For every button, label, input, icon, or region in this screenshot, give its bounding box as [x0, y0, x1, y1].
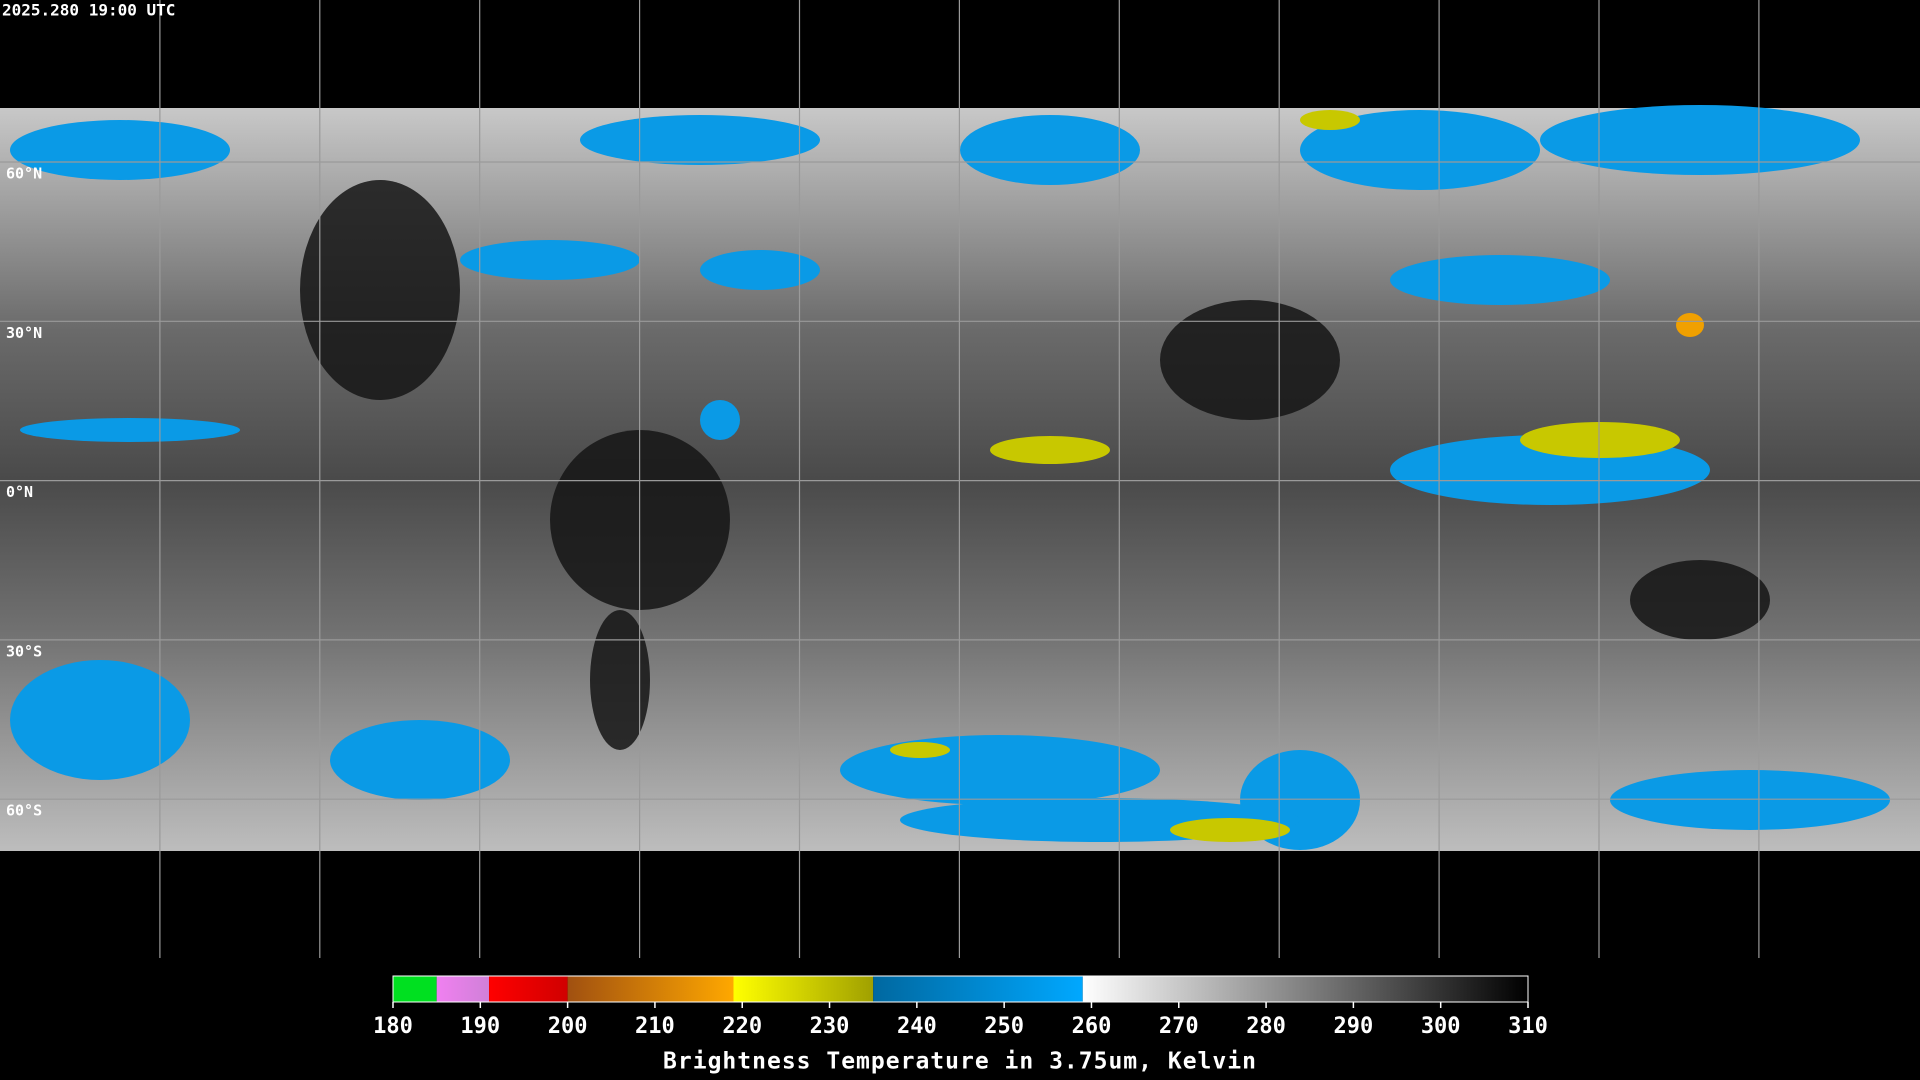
colorbar-segment [393, 976, 437, 1002]
colorbar-tick-label: 240 [897, 1014, 937, 1039]
colorbar-frame [392, 975, 1529, 1003]
colorbar-tick-label: 230 [810, 1014, 850, 1039]
colorbar-segment [436, 976, 490, 1002]
colorbar-tick-label: 270 [1159, 1014, 1199, 1039]
colorbar-tick-label: 310 [1508, 1014, 1548, 1039]
colorbar-title: Brightness Temperature in 3.75um, Kelvin [663, 1049, 1257, 1075]
colorbar-segment [1082, 976, 1528, 1002]
colorbar-segment [567, 976, 734, 1002]
timestamp: 2025.280 19:00 UTC [2, 1, 175, 20]
colorbar-segment [733, 976, 874, 1002]
latitude-label: 60°N [6, 165, 42, 183]
colorbar-tick-label: 220 [722, 1014, 762, 1039]
very-cold-cloud-yellow [890, 110, 1704, 842]
latitude-label: 60°S [6, 802, 42, 820]
colorbar-tick-label: 190 [460, 1014, 500, 1039]
colorbar-tick-label: 180 [373, 1014, 413, 1039]
colorbar-tick-label: 260 [1072, 1014, 1112, 1039]
latitude-label: 0°N [6, 483, 33, 501]
colorbar-segment [873, 976, 1083, 1002]
colorbar-tick-label: 250 [984, 1014, 1024, 1039]
colorbar: 180 190 200 210 220 230 240 250 260 270 280 290 300 3… [373, 975, 1548, 1039]
colorbar-tick-label: 290 [1334, 1014, 1374, 1039]
colorbar-tick-label: 280 [1246, 1014, 1286, 1039]
colorbar-segment [489, 976, 568, 1002]
colorbar-tick-label: 210 [635, 1014, 675, 1039]
colorbar-tick-label: 200 [548, 1014, 588, 1039]
latitude-label: 30°N [6, 324, 42, 342]
graticule: 60°N 30°N 0°N 30°S 60°S [0, 0, 1920, 958]
latitude-label: 30°S [6, 642, 42, 660]
colorbar-tick-label: 300 [1421, 1014, 1461, 1039]
dark-land [300, 180, 1770, 750]
